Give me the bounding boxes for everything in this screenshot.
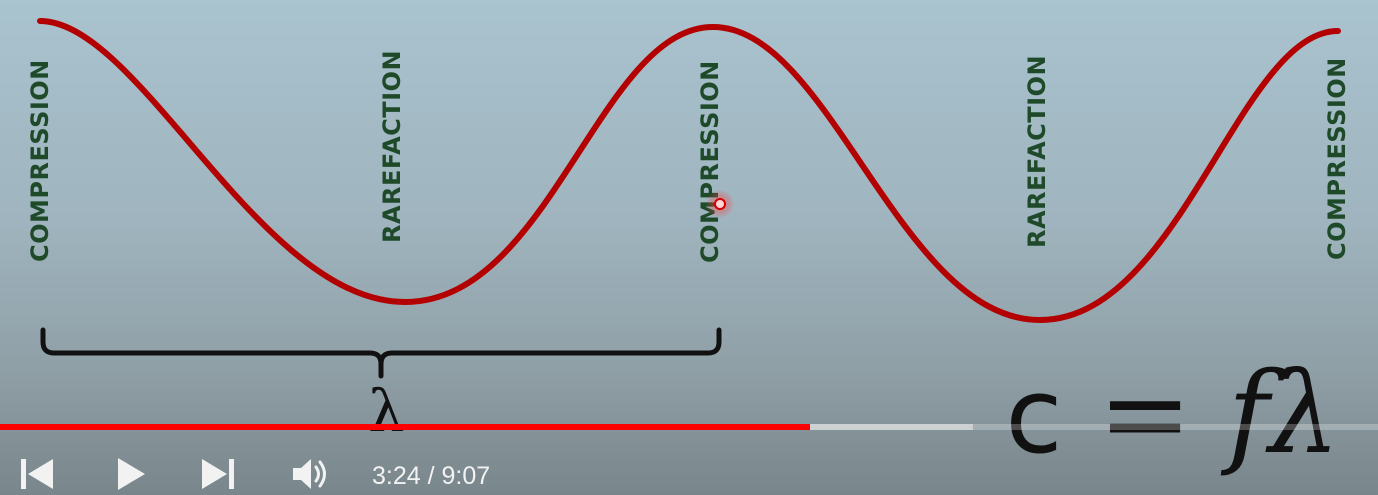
sound-wave	[37, 18, 1341, 324]
next-button[interactable]	[198, 456, 238, 492]
wave-equation: c = fλ	[1005, 358, 1340, 470]
time-separator: /	[420, 462, 442, 490]
play-button[interactable]	[112, 456, 152, 492]
label-rarefaction-2: RAREFACTION	[1023, 54, 1051, 248]
volume-button[interactable]	[290, 456, 330, 492]
skip-previous-icon	[21, 459, 53, 489]
wavelength-bracket	[40, 327, 722, 379]
label-compression-1: COMPRESSION	[26, 59, 54, 262]
formula-speed: c	[1005, 355, 1063, 477]
progress-bar[interactable]	[0, 424, 1378, 430]
duration: 9:07	[441, 462, 491, 490]
volume-icon	[293, 459, 326, 489]
skip-next-icon	[202, 459, 234, 489]
play-icon	[118, 458, 145, 490]
label-compression-3: COMPRESSION	[1323, 57, 1351, 260]
progress-played	[0, 424, 810, 430]
time-display: 3:24 / 9:07	[372, 462, 490, 491]
formula-wavelength: λ	[1269, 349, 1340, 479]
label-rarefaction-1: RAREFACTION	[378, 49, 406, 243]
label-compression-2: COMPRESSION	[696, 60, 724, 263]
formula-frequency: f	[1227, 349, 1270, 479]
formula-equals: =	[1098, 349, 1192, 479]
previous-button[interactable]	[18, 456, 58, 492]
pointer-highlight	[706, 190, 734, 218]
player-controls: 3:24 / 9:07	[0, 440, 1378, 495]
current-time: 3:24	[372, 462, 421, 490]
wavelength-symbol: λ	[368, 377, 405, 445]
